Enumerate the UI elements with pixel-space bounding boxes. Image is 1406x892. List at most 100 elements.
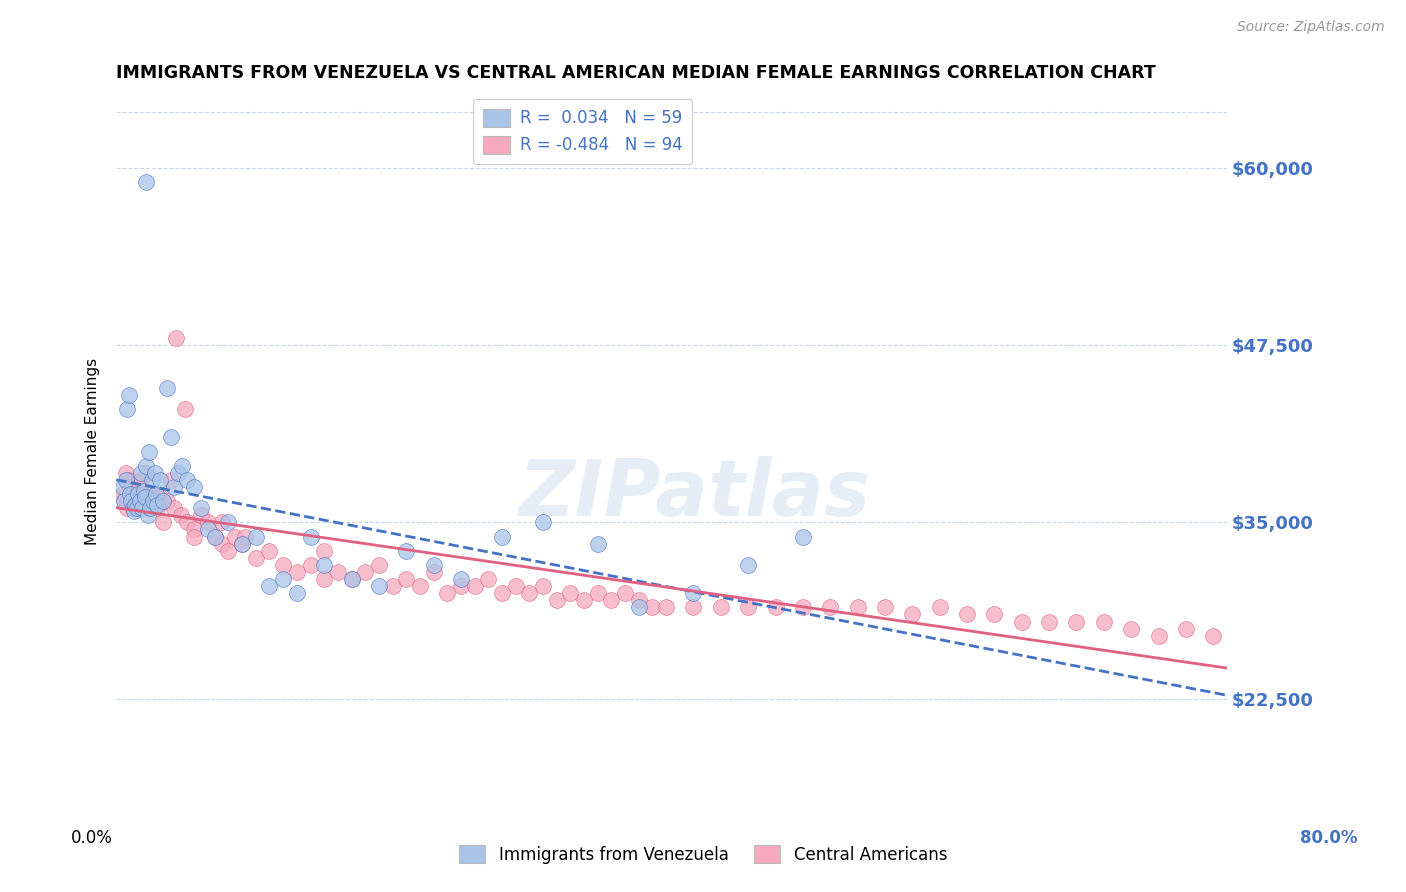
Point: [152, 516, 174, 530]
Point: [354, 565, 377, 579]
Point: [121, 501, 143, 516]
Point: [367, 558, 389, 572]
Point: [135, 466, 157, 480]
Point: [129, 466, 152, 480]
Point: [217, 516, 239, 530]
Point: [1121, 622, 1143, 636]
Point: [450, 572, 472, 586]
Point: [450, 579, 472, 593]
Point: [873, 600, 896, 615]
Point: [134, 490, 156, 504]
Point: [120, 494, 142, 508]
Point: [124, 484, 146, 499]
Point: [211, 516, 233, 530]
Point: [1174, 622, 1197, 636]
Point: [1092, 615, 1115, 629]
Point: [792, 530, 814, 544]
Point: [122, 490, 145, 504]
Point: [160, 473, 183, 487]
Point: [1147, 629, 1170, 643]
Point: [928, 600, 950, 615]
Point: [115, 501, 138, 516]
Point: [1038, 615, 1060, 629]
Point: [115, 402, 138, 417]
Point: [572, 593, 595, 607]
Point: [118, 487, 141, 501]
Point: [627, 593, 650, 607]
Point: [138, 444, 160, 458]
Point: [114, 494, 136, 508]
Point: [146, 501, 169, 516]
Point: [299, 530, 322, 544]
Point: [517, 586, 540, 600]
Point: [586, 536, 609, 550]
Point: [560, 586, 582, 600]
Point: [149, 473, 172, 487]
Point: [170, 458, 193, 473]
Point: [120, 494, 142, 508]
Point: [163, 501, 186, 516]
Text: 80.0%: 80.0%: [1301, 829, 1357, 847]
Point: [128, 494, 150, 508]
Point: [156, 494, 179, 508]
Point: [127, 480, 149, 494]
Point: [792, 600, 814, 615]
Point: [846, 600, 869, 615]
Point: [127, 487, 149, 501]
Text: Source: ZipAtlas.com: Source: ZipAtlas.com: [1237, 21, 1385, 34]
Point: [682, 600, 704, 615]
Point: [146, 499, 169, 513]
Point: [163, 480, 186, 494]
Point: [135, 176, 157, 190]
Point: [1066, 615, 1088, 629]
Point: [340, 572, 363, 586]
Text: 0.0%: 0.0%: [70, 829, 112, 847]
Point: [491, 586, 513, 600]
Point: [395, 572, 418, 586]
Point: [141, 473, 163, 487]
Point: [166, 466, 188, 480]
Text: IMMIGRANTS FROM VENEZUELA VS CENTRAL AMERICAN MEDIAN FEMALE EARNINGS CORRELATION: IMMIGRANTS FROM VENEZUELA VS CENTRAL AME…: [117, 64, 1156, 82]
Point: [531, 516, 554, 530]
Point: [169, 508, 191, 523]
Text: ZIPatlas: ZIPatlas: [517, 456, 870, 532]
Point: [224, 530, 246, 544]
Point: [117, 473, 139, 487]
Point: [314, 558, 336, 572]
Point: [546, 593, 568, 607]
Point: [436, 586, 458, 600]
Point: [259, 579, 281, 593]
Point: [183, 523, 205, 537]
Point: [326, 565, 349, 579]
Point: [131, 501, 153, 516]
Point: [627, 600, 650, 615]
Point: [271, 572, 294, 586]
Point: [505, 579, 527, 593]
Point: [395, 543, 418, 558]
Point: [367, 579, 389, 593]
Point: [142, 494, 165, 508]
Point: [112, 480, 135, 494]
Point: [149, 490, 172, 504]
Point: [983, 607, 1005, 622]
Point: [271, 558, 294, 572]
Point: [156, 381, 179, 395]
Point: [204, 530, 226, 544]
Point: [115, 473, 138, 487]
Point: [464, 579, 486, 593]
Point: [340, 572, 363, 586]
Point: [142, 494, 165, 508]
Point: [138, 501, 160, 516]
Point: [121, 487, 143, 501]
Point: [820, 600, 842, 615]
Point: [614, 586, 637, 600]
Point: [1202, 629, 1225, 643]
Point: [245, 550, 267, 565]
Point: [143, 466, 166, 480]
Point: [173, 402, 195, 417]
Point: [737, 600, 759, 615]
Point: [112, 487, 135, 501]
Point: [314, 572, 336, 586]
Point: [190, 501, 212, 516]
Point: [141, 494, 163, 508]
